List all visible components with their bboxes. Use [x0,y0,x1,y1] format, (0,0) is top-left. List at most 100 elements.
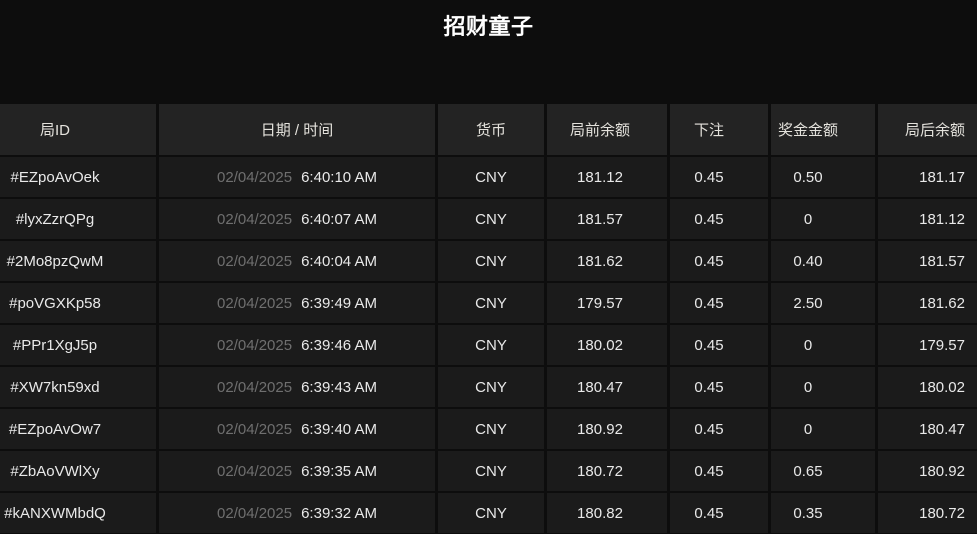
table-row: #2Mo8pzQwM 02/04/2025 6:40:04 AM CNY 181… [0,241,977,281]
currency-cell: CNY [438,241,544,281]
currency-cell: CNY [438,283,544,323]
balance-after-cell: 181.17 [878,157,977,197]
page-header: 招财童子 [0,0,977,104]
balance-after-cell: 180.72 [878,493,977,533]
table-row: #EZpoAvOek 02/04/2025 6:40:10 AM CNY 181… [0,157,977,197]
date-time-cell: 02/04/2025 6:39:40 AM [159,409,435,449]
game-history-table: 局ID 日期 / 时间 货币 局前余额 下注 奖金金额 局后余额 #EZpoAv… [0,104,977,533]
time-value: 6:39:46 AM [301,336,377,354]
bet-cell: 0.45 [670,157,768,197]
header-bet: 下注 [670,104,768,155]
currency-cell: CNY [438,199,544,239]
round-id-cell: #poVGXKp58 [0,283,156,323]
round-id-cell: #XW7kn59xd [0,367,156,407]
currency-cell: CNY [438,493,544,533]
time-value: 6:40:07 AM [301,210,377,228]
balance-after-cell: 181.57 [878,241,977,281]
date-value: 02/04/2025 [217,504,293,522]
date-value: 02/04/2025 [217,210,293,228]
header-prize-amount: 奖金金额 [771,104,875,155]
balance-before-cell: 180.92 [547,409,667,449]
header-balance-after: 局后余额 [878,104,977,155]
balance-before-cell: 180.02 [547,325,667,365]
balance-before-cell: 181.62 [547,241,667,281]
time-value: 6:39:40 AM [301,420,377,438]
round-id-cell: #EZpoAvOek [0,157,156,197]
balance-after-cell: 181.12 [878,199,977,239]
header-round-id: 局ID [0,104,156,155]
time-value: 6:39:35 AM [301,462,377,480]
table-row: #ZbAoVWlXy 02/04/2025 6:39:35 AM CNY 180… [0,451,977,491]
prize-cell: 0 [771,409,875,449]
balance-before-cell: 181.57 [547,199,667,239]
bet-cell: 0.45 [670,241,768,281]
date-value: 02/04/2025 [217,336,293,354]
currency-cell: CNY [438,409,544,449]
date-time-cell: 02/04/2025 6:39:32 AM [159,493,435,533]
bet-cell: 0.45 [670,199,768,239]
date-value: 02/04/2025 [217,168,293,186]
date-time-cell: 02/04/2025 6:39:49 AM [159,283,435,323]
balance-after-cell: 179.57 [878,325,977,365]
balance-after-cell: 180.02 [878,367,977,407]
header-currency: 货币 [438,104,544,155]
date-value: 02/04/2025 [217,462,293,480]
prize-cell: 0 [771,367,875,407]
date-time-cell: 02/04/2025 6:40:07 AM [159,199,435,239]
date-value: 02/04/2025 [217,252,293,270]
time-value: 6:39:43 AM [301,378,377,396]
balance-after-cell: 181.62 [878,283,977,323]
bet-cell: 0.45 [670,409,768,449]
round-id-cell: #PPr1XgJ5p [0,325,156,365]
time-value: 6:40:04 AM [301,252,377,270]
table-row: #XW7kn59xd 02/04/2025 6:39:43 AM CNY 180… [0,367,977,407]
balance-after-cell: 180.92 [878,451,977,491]
bet-cell: 0.45 [670,493,768,533]
round-id-cell: #lyxZzrQPg [0,199,156,239]
bet-cell: 0.45 [670,367,768,407]
round-id-cell: #kANXWMbdQ [0,493,156,533]
currency-cell: CNY [438,451,544,491]
table-row: #EZpoAvOw7 02/04/2025 6:39:40 AM CNY 180… [0,409,977,449]
balance-before-cell: 181.12 [547,157,667,197]
round-id-cell: #EZpoAvOw7 [0,409,156,449]
prize-cell: 0 [771,199,875,239]
bet-cell: 0.45 [670,451,768,491]
currency-cell: CNY [438,325,544,365]
balance-before-cell: 180.72 [547,451,667,491]
prize-cell: 0.40 [771,241,875,281]
date-time-cell: 02/04/2025 6:39:43 AM [159,367,435,407]
date-time-cell: 02/04/2025 6:40:04 AM [159,241,435,281]
prize-cell: 0 [771,325,875,365]
header-date-time: 日期 / 时间 [159,104,435,155]
time-value: 6:40:10 AM [301,168,377,186]
date-value: 02/04/2025 [217,378,293,396]
bet-cell: 0.45 [670,325,768,365]
date-time-cell: 02/04/2025 6:40:10 AM [159,157,435,197]
table-row: #poVGXKp58 02/04/2025 6:39:49 AM CNY 179… [0,283,977,323]
prize-cell: 0.35 [771,493,875,533]
balance-after-cell: 180.47 [878,409,977,449]
header-balance-before: 局前余额 [547,104,667,155]
prize-cell: 2.50 [771,283,875,323]
prize-cell: 0.65 [771,451,875,491]
date-value: 02/04/2025 [217,420,293,438]
table-row: #PPr1XgJ5p 02/04/2025 6:39:46 AM CNY 180… [0,325,977,365]
date-time-cell: 02/04/2025 6:39:46 AM [159,325,435,365]
table-row: #kANXWMbdQ 02/04/2025 6:39:32 AM CNY 180… [0,493,977,533]
time-value: 6:39:32 AM [301,504,377,522]
balance-before-cell: 179.57 [547,283,667,323]
date-time-cell: 02/04/2025 6:39:35 AM [159,451,435,491]
currency-cell: CNY [438,157,544,197]
page-title: 招财童子 [443,14,534,39]
round-id-cell: #ZbAoVWlXy [0,451,156,491]
time-value: 6:39:49 AM [301,294,377,312]
prize-cell: 0.50 [771,157,875,197]
table-header-row: 局ID 日期 / 时间 货币 局前余额 下注 奖金金额 局后余额 [0,104,977,155]
currency-cell: CNY [438,367,544,407]
balance-before-cell: 180.47 [547,367,667,407]
bet-cell: 0.45 [670,283,768,323]
balance-before-cell: 180.82 [547,493,667,533]
date-value: 02/04/2025 [217,294,293,312]
